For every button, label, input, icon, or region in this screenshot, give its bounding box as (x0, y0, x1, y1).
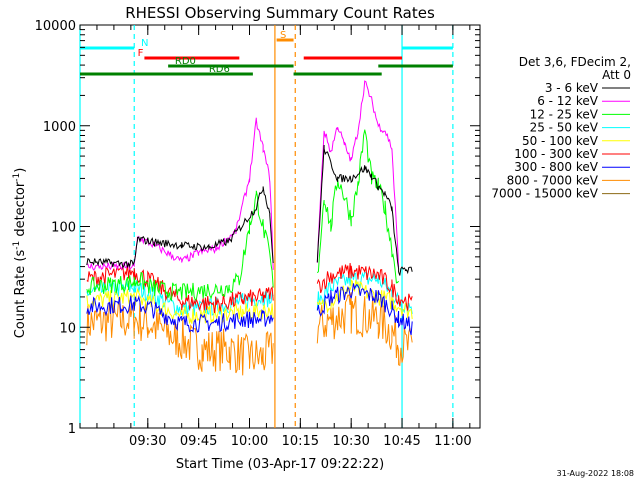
legend-label: 50 - 100 keV (522, 134, 599, 148)
status-bar-layer: N S F RD0 RD6 (80, 30, 453, 76)
y-label-part-2: detector (13, 181, 28, 241)
x-tick-label: 10:30 (332, 434, 369, 449)
x-tick-label: 10:00 (231, 434, 268, 449)
status-bar-label: S (280, 30, 286, 41)
legend-header-line-1: Det 3,6, FDecim 2, (519, 55, 631, 69)
y-label-part-3: ) (13, 168, 28, 173)
legend-label: 300 - 800 keV (514, 160, 598, 174)
x-tick-label: 10:15 (282, 434, 319, 449)
series-line (86, 129, 399, 302)
y-axis-label: Count Rate (s-1 detector-1) (12, 168, 28, 339)
chart-title: RHESSI Observing Summary Count Rates (125, 4, 435, 22)
legend-label: 25 - 50 keV (530, 121, 599, 135)
y-tick-label: 100 (51, 221, 76, 236)
series-line (86, 262, 413, 314)
x-tick-label: 11:00 (434, 434, 471, 449)
y-label-sup-2: -1 (12, 173, 22, 182)
legend-label: 12 - 25 keV (530, 107, 599, 121)
plot-frame (79, 24, 481, 429)
series-line (86, 279, 413, 325)
y-label-part-1: Count Rate (s (13, 250, 28, 339)
x-axis-label: Start Time (03-Apr-17 09:22:22) (176, 457, 384, 472)
y-tick-label: 10000 (35, 19, 76, 34)
series-line (86, 283, 413, 336)
legend-label: 7000 - 15000 keV (491, 187, 598, 201)
chart-frame-layer (79, 24, 481, 429)
legend-label: 6 - 12 keV (537, 94, 599, 108)
series-line (86, 144, 413, 276)
status-bar-label: F (138, 48, 144, 59)
x-tick-label: 10:45 (383, 434, 420, 449)
legend-label: 3 - 6 keV (545, 81, 599, 95)
series-layer (86, 80, 413, 376)
axis-layer: 1 10 100 1000 10000 09:30 09:45 10:00 10:15 10:30… (35, 19, 480, 449)
footer-date: 31-Aug-2022 18:08 (557, 469, 634, 478)
y-tick-label: 1000 (43, 120, 76, 135)
y-label-sup-1: -1 (12, 241, 22, 250)
y-tick-label: 1 (68, 422, 76, 437)
status-bar-label: RD0 (175, 56, 196, 67)
vertical-line-layer (79, 25, 454, 428)
x-tick-label: 09:45 (180, 434, 217, 449)
status-bar-label: N (141, 38, 148, 49)
legend-header-line-2: Att 0 (602, 68, 631, 82)
series-line (86, 80, 400, 271)
legend-label: 100 - 300 keV (514, 147, 598, 161)
y-tick-label: 10 (59, 321, 76, 336)
series-line (86, 271, 413, 318)
x-tick-label: 09:30 (129, 434, 166, 449)
legend-label: 800 - 7000 keV (507, 173, 599, 187)
status-bar-label: RD6 (209, 64, 230, 75)
